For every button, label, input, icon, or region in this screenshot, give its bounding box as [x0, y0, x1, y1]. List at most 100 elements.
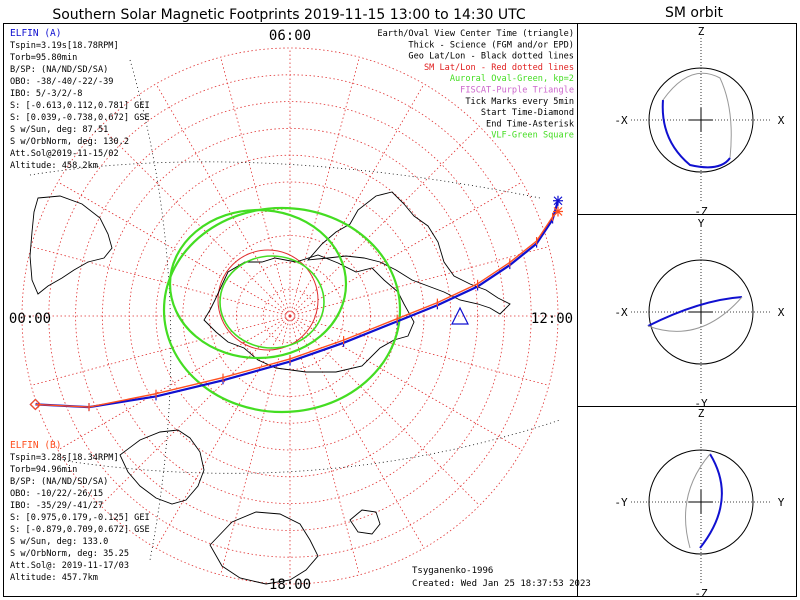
elfin-b-info-line: Att.Sol@: 2019-11-17/03 [10, 561, 129, 571]
elfin-b-info-line: Torb=94.96min [10, 465, 77, 475]
main-polar-plot: 06:00 00:00 12:00 18:00 Earth/Oval View … [9, 28, 591, 593]
elfin-a-name: ELFIN (A) [10, 28, 61, 39]
legend: Earth/Oval View Center Time (triangle)Th… [377, 29, 574, 141]
elfin-a-info-block: ELFIN (A) Tspin=3.19s[18.78RPM] Torb=95.80… [10, 28, 150, 171]
elfin-a-info-line: S w/Sun, deg: 87.51 [10, 125, 108, 135]
elfin-a-info-line: OBO: -38/-40/-22/-39 [10, 77, 113, 87]
auroral-ovals [162, 206, 402, 414]
mlt-label-left: 00:00 [9, 311, 51, 327]
end-time-asterisk [553, 206, 563, 217]
continent-outline [29, 195, 113, 295]
orbit-panel-frame-1 [577, 23, 797, 215]
elfin-a-info-line: B/SP: (NA/ND/SD/SA) [10, 65, 108, 75]
sm-mlt-line [57, 181, 291, 317]
legend-entry: Auroral Oval-Green, kp=2 [450, 74, 574, 84]
track-line-elfin-a [35, 200, 560, 409]
sm-mlt-line [155, 315, 291, 549]
orbit-track [661, 99, 731, 169]
legend-entry: VLF-Green Square [491, 131, 574, 141]
orbit-axis-label-left: -X [614, 114, 628, 127]
legend-entry: Geo Lat/Lon - Black dotted lines [408, 52, 574, 62]
legend-entry: Thick - Science (FGM and/or EPD) [408, 40, 574, 50]
continent-outline [209, 511, 319, 585]
geo-line [129, 59, 172, 561]
end-time-asterisk [553, 195, 563, 206]
footprint-tracks [29, 195, 563, 412]
start-time-diamond [29, 398, 42, 411]
orbit-axis-label-top: Y [698, 217, 705, 230]
elfin-b-info-line: Tspin=3.28s[18.34RPM] [10, 453, 119, 463]
continent-outline [119, 429, 205, 505]
sm-mlt-line [155, 83, 291, 317]
sm-mlt-line [30, 315, 291, 386]
legend-entry: Earth/Oval View Center Time (triangle) [377, 29, 574, 39]
legend-entry: FISCAT-Purple Triangle [460, 86, 574, 96]
sm-mlt-line [289, 246, 550, 317]
elfin-b-info-line: OBO: -10/22/-26/15 [10, 489, 103, 499]
orbit-track [699, 453, 723, 549]
orbit-axis-label-top: Z [698, 25, 705, 38]
elfin-a-info-line: Altitude: 458.2km [10, 161, 98, 171]
orbit-track [647, 296, 743, 332]
continent-outline [203, 254, 415, 373]
continent-outline [349, 509, 381, 535]
legend-entry: Start Time-Diamond [481, 108, 574, 118]
elfin-a-info-line: Torb=95.80min [10, 53, 77, 63]
orbit-panel-frame-2 [577, 214, 797, 407]
mlt-label-right: 12:00 [531, 311, 573, 327]
elfin-b-info-line: S w/Sun, deg: 133.0 [10, 537, 108, 547]
sm-mlt-line [289, 315, 550, 386]
orbit-axis-label-top: Z [698, 407, 705, 420]
elfin-b-info-line: Altitude: 457.7km [10, 573, 98, 583]
sm-mlt-line [100, 315, 291, 506]
sm-mlt-line [289, 126, 480, 317]
elfin-a-info-line: IBO: 5/-3/2/-8 [10, 89, 82, 99]
elfin-b-info-line: B/SP: (NA/ND/SD/SA) [10, 477, 108, 487]
auroral-oval-inner [219, 255, 325, 349]
orbit-axis-label-right: X [778, 114, 785, 127]
orbit-axis-label-bottom: -Z [694, 205, 708, 218]
geo-line [59, 419, 561, 474]
auroral-oval-outer-b [162, 206, 402, 414]
orbit-axis-label-right: Y [778, 496, 785, 509]
elfin-a-info-line: Att.Sol@2019-11-15/02 [10, 149, 119, 159]
legend-entry: Tick Marks every 5min [465, 97, 574, 107]
legend-entry: SM Lat/Lon - Red dotted lines [424, 63, 574, 73]
elfin-b-name: ELFIN (B) [10, 440, 61, 451]
elfin-b-info-line: S: [0.975,0.179,-0.125] GEI [10, 513, 150, 523]
sm-lat-circle [262, 288, 318, 344]
elfin-b-info-block: ELFIN (B) Tspin=3.28s[18.34RPM] Torb=94.96… [10, 440, 150, 583]
sm-mlt-line [289, 315, 360, 576]
sm-mlt-line [289, 56, 360, 317]
elfin-b-info-line: IBO: -35/29/-41/27 [10, 501, 103, 511]
continent-outline [306, 191, 511, 315]
continent-outlines [29, 191, 511, 585]
sm-lat-circle [155, 181, 425, 451]
orbit-track [647, 296, 743, 327]
elfin-b-info-line: S: [-0.879,0.709,0.672] GSE [10, 525, 150, 535]
model-credit: Tsyganenko-1996 [412, 566, 493, 576]
sm-mlt-line [289, 181, 523, 317]
elfin-a-info-line: S: [-0.613,0.112,0.781] GEI [10, 101, 150, 111]
orbit-axis-label-right: X [778, 306, 785, 319]
orbit-track [685, 453, 711, 549]
figure-title: Southern Solar Magnetic Footprints 2019-… [52, 7, 526, 23]
elfin-a-info-line: S w/OrbNorm, deg: 130.2 [10, 137, 129, 147]
orbit-axis-label-bottom: -Y [694, 397, 708, 410]
orbit-axis-label-left: -X [614, 306, 628, 319]
orbit-panel-frame-3 [577, 406, 797, 597]
orbit-track [662, 72, 732, 159]
sm-mlt-line [30, 246, 291, 317]
elfin-b-info-line: S w/OrbNorm, deg: 35.25 [10, 549, 129, 559]
sm-mlt-line [220, 56, 291, 317]
view-center-triangle [451, 306, 469, 325]
orbit-axis-label-bottom: -Z [694, 587, 708, 600]
mlt-label-top: 06:00 [269, 28, 311, 44]
sm-mlt-line [57, 315, 291, 451]
sm-lat-circle [75, 101, 505, 531]
geo-lat-lon-lines [29, 59, 561, 561]
sm-mlt-line [100, 126, 291, 317]
mlt-label-bottom: 18:00 [269, 577, 311, 593]
sm-mlt-line [220, 315, 291, 576]
